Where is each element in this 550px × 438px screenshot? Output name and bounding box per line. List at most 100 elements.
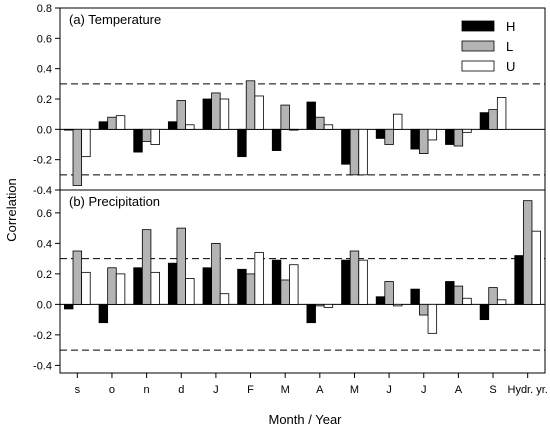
x-tick-label: M — [281, 384, 290, 396]
bar-u — [254, 252, 264, 305]
bar-l — [522, 200, 533, 305]
bar-l — [384, 128, 394, 145]
bar-l — [349, 128, 360, 176]
y-tick-label: 0.2 — [37, 94, 52, 106]
bar-u — [219, 98, 230, 130]
bar-u — [496, 299, 507, 305]
bar-l — [453, 128, 464, 147]
bar-u — [323, 124, 334, 130]
bar-h — [64, 303, 74, 310]
bar-l — [245, 273, 256, 305]
legend-swatch-u — [461, 60, 495, 72]
bar-l — [211, 242, 221, 305]
bar-l — [176, 227, 186, 305]
bar-l — [280, 104, 290, 130]
bar-h — [410, 128, 420, 150]
bar-l — [141, 229, 152, 305]
bar-h — [202, 267, 212, 305]
legend-label-l: L — [506, 39, 513, 54]
x-tick-label: Hydr. yr. — [508, 384, 548, 396]
y-tick-label: 0.0 — [37, 299, 52, 311]
bar-l — [107, 116, 117, 130]
bar-h — [375, 296, 386, 305]
bar-h — [167, 121, 178, 130]
y-tick-label: 0.4 — [37, 64, 52, 76]
bar-h — [341, 128, 351, 165]
y-tick-label: -0.4 — [33, 185, 52, 197]
bar-l — [141, 128, 152, 142]
legend-label-h: H — [506, 19, 515, 34]
bar-h — [445, 128, 455, 145]
panel-title: (a) Temperature — [69, 12, 161, 27]
chart-panels: -0.4 -0.2 0.0 0.2 0.4 0.6 0.8 (a) Temperature -0… — [33, 3, 548, 396]
bar-h — [133, 267, 143, 305]
bar-h — [237, 268, 247, 305]
bar-u — [358, 128, 368, 176]
bar-l — [349, 250, 360, 305]
y-tick-label: 0.6 — [37, 33, 52, 45]
y-tick-label: 0.8 — [37, 3, 52, 15]
x-tick-label: J — [421, 384, 427, 396]
x-tick-label: d — [178, 384, 184, 396]
bar-u — [185, 278, 195, 305]
bar-u — [289, 128, 299, 131]
panel-precipitation: -0.4 -0.2 0.0 0.2 0.4 0.6 (b) Precipitation — [33, 189, 546, 374]
bar-h — [167, 262, 178, 305]
bar-u — [462, 297, 472, 305]
bar-h — [98, 121, 109, 130]
bar-l — [384, 281, 394, 305]
legend-swatch-h — [461, 20, 495, 32]
y-tick-label: -0.2 — [33, 155, 52, 167]
bar-h — [202, 98, 212, 130]
y-tick-label: -0.4 — [33, 360, 52, 372]
x-tick-label: M — [350, 384, 359, 396]
bar-h — [410, 288, 420, 305]
y-tick-label: 0.0 — [37, 124, 52, 136]
x-axis-title: Month / Year — [269, 412, 343, 427]
bar-l — [419, 303, 429, 316]
bar-u — [358, 259, 368, 305]
bar-h — [479, 112, 490, 130]
bar-h — [514, 255, 524, 305]
bar-l — [488, 287, 498, 305]
bar-u — [150, 128, 160, 145]
bar-u — [531, 230, 541, 305]
bar-l — [280, 279, 290, 305]
bar-h — [341, 259, 351, 305]
bar-h — [237, 128, 247, 158]
panel-title: (b) Precipitation — [69, 194, 160, 209]
x-tick-label: J — [213, 384, 219, 396]
bar-u — [115, 115, 126, 130]
x-tick-label: S — [489, 384, 496, 396]
bar-u — [496, 97, 507, 130]
x-tick-label: F — [247, 384, 254, 396]
bar-h — [375, 128, 386, 139]
bar-l — [419, 128, 429, 154]
bar-u — [254, 95, 264, 130]
bar-u — [185, 124, 195, 130]
bar-h — [133, 128, 143, 153]
bar-u — [462, 128, 472, 133]
bar-u — [81, 271, 91, 305]
bar-l — [211, 92, 221, 130]
bar-l — [107, 267, 117, 305]
panel-frame — [59, 189, 546, 374]
x-tick-label: A — [455, 384, 463, 396]
bar-h — [271, 259, 282, 305]
y-tick-label: -0.2 — [33, 330, 52, 342]
bar-l — [315, 116, 325, 130]
legend: HLU — [461, 19, 515, 74]
bar-u — [427, 303, 438, 334]
bar-u — [219, 293, 230, 305]
bar-h — [271, 128, 282, 151]
x-tick-label: s — [75, 384, 81, 396]
bar-u — [427, 128, 438, 141]
x-tick-label: A — [316, 384, 324, 396]
bar-h — [64, 128, 74, 131]
bar-l — [315, 303, 325, 307]
bar-h — [306, 303, 316, 324]
bar-h — [479, 303, 490, 321]
bar-u — [393, 303, 403, 307]
